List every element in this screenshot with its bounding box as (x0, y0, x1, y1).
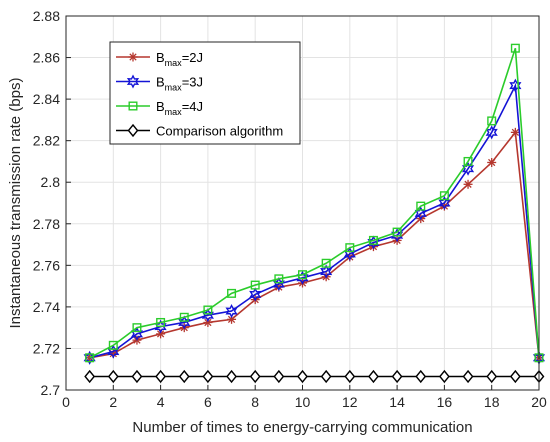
legend-item: Bmax=3J (116, 74, 203, 93)
data-point-diamond (391, 369, 403, 384)
legend-box (109, 41, 301, 145)
data-point-square (368, 235, 378, 245)
legend: Bmax=2J Bmax=3J Bmax=4J Comparison algorith… (109, 41, 301, 145)
data-point-square (298, 270, 308, 280)
data-point-diamond (202, 369, 214, 384)
data-point-asterisk (156, 329, 166, 339)
x-axis-ticks: 0 2 4 6 8 10 12 14 16 18 20 (62, 385, 547, 410)
x-tick-label: 14 (389, 394, 405, 410)
x-tick-label: 16 (437, 394, 453, 410)
data-point-square (203, 305, 213, 315)
x-tick-label: 18 (484, 394, 500, 410)
data-point-square (132, 323, 142, 333)
data-point-diamond (486, 369, 498, 384)
data-point-hexagram (509, 78, 522, 93)
data-point-square (250, 280, 260, 290)
y-tick-label: 2.7 (41, 382, 61, 398)
x-tick-label: 2 (109, 394, 117, 410)
data-point-hexagram (201, 308, 214, 323)
data-point-square (321, 258, 331, 268)
legend-item: Bmax=4J (116, 99, 203, 117)
data-point-hexagram (320, 264, 333, 279)
data-point-diamond (509, 369, 521, 384)
series-3 (84, 369, 545, 384)
data-point-square (463, 156, 473, 166)
data-point-hexagram (391, 228, 404, 243)
y-axis-ticks: 2.7 2.72 2.74 2.76 2.78 2.8 2.82 2.84 2.86 2.88 (33, 8, 71, 398)
data-point-square (179, 312, 189, 322)
data-point-asterisk (510, 127, 520, 137)
x-tick-label: 12 (342, 394, 358, 410)
y-tick-label: 2.84 (33, 91, 60, 107)
legend-label: Bmax=2J (156, 50, 203, 68)
data-point-diamond (368, 369, 379, 384)
x-axis-label: Number of times to energy-carrying commu… (132, 419, 472, 436)
legend-label: Bmax=3J (156, 75, 203, 93)
data-point-diamond (107, 369, 119, 384)
data-point-diamond (462, 369, 474, 384)
data-point-diamond (127, 123, 139, 138)
data-point-hexagram (225, 304, 238, 319)
y-tick-label: 2.82 (33, 133, 60, 149)
data-point-square (439, 191, 449, 201)
legend-item: Comparison algorithm (116, 124, 283, 139)
data-point-square (510, 43, 520, 53)
data-point-square (85, 353, 95, 363)
y-tick-label: 2.78 (33, 216, 60, 232)
data-point-diamond (415, 369, 427, 384)
x-tick-label: 20 (531, 394, 547, 410)
data-point-square (108, 340, 118, 350)
series-2 (85, 43, 544, 363)
data-point-diamond (297, 369, 308, 384)
x-tick-label: 6 (204, 394, 212, 410)
data-point-hexagram (438, 195, 451, 211)
plot-frame (65, 15, 540, 391)
data-point-square (487, 116, 497, 126)
x-tick-label: 4 (157, 394, 165, 410)
legend-label: Comparison algorithm (156, 124, 283, 139)
data-point-hexagram (461, 161, 475, 176)
data-point-hexagram (126, 74, 140, 89)
legend-label: Bmax=4J (156, 99, 203, 117)
data-point-diamond (438, 369, 450, 384)
data-point-hexagram (272, 277, 285, 292)
data-point-diamond (320, 369, 332, 384)
y-tick-label: 2.76 (33, 257, 60, 273)
y-tick-label: 2.74 (33, 299, 60, 315)
data-point-square (274, 274, 284, 284)
data-point-square (156, 317, 166, 327)
data-point-asterisk (487, 157, 497, 167)
y-tick-label: 2.86 (33, 50, 60, 66)
data-point-square (392, 227, 402, 237)
data-point-diamond (131, 369, 143, 384)
x-tick-label: 0 (62, 394, 70, 410)
data-point-diamond (84, 369, 96, 384)
data-point-diamond (273, 369, 285, 384)
data-point-hexagram (178, 315, 191, 330)
data-point-hexagram (249, 287, 262, 302)
data-point-square (416, 201, 426, 211)
legend-item: Bmax=2J (116, 50, 203, 68)
series-line (89, 130, 540, 359)
y-tick-label: 2.72 (33, 340, 60, 356)
data-point-diamond (226, 369, 237, 384)
data-point-diamond (178, 369, 190, 384)
data-point-square (345, 243, 355, 253)
data-point-hexagram (367, 235, 380, 250)
x-tick-label: 10 (295, 394, 311, 410)
series-group (83, 43, 546, 384)
y-tick-label: 2.88 (33, 8, 60, 24)
data-point-diamond (155, 369, 167, 384)
data-point-square (128, 101, 138, 111)
data-point-hexagram (107, 344, 120, 359)
data-point-square (227, 288, 237, 298)
x-tick-label: 8 (251, 394, 259, 410)
data-point-diamond (249, 369, 261, 384)
data-point-asterisk (463, 179, 473, 189)
y-axis-label: Instantaneous transmission rate (bps) (7, 78, 24, 329)
data-point-asterisk (128, 52, 138, 62)
y-tick-label: 2.8 (41, 174, 61, 190)
data-point-diamond (344, 369, 356, 384)
